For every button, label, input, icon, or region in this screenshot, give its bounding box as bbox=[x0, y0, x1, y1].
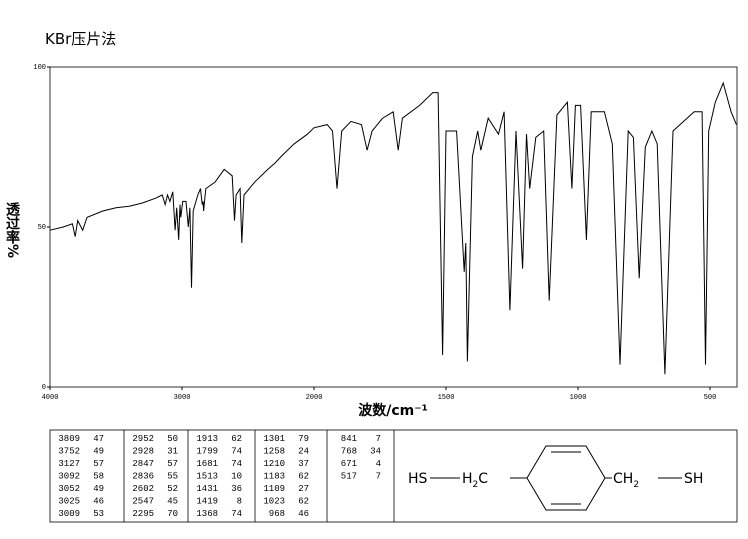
x-axis-label: 波数/cm⁻¹ bbox=[358, 402, 428, 419]
structure-subscript: 2 bbox=[633, 480, 639, 490]
table-cell: 3752 bbox=[58, 447, 80, 457]
spectrum-line bbox=[49, 81, 737, 375]
y-tick-label: 50 bbox=[38, 224, 46, 232]
table-cell: 74 bbox=[231, 509, 242, 519]
table-cell: 47 bbox=[93, 434, 104, 444]
table-cell: 3052 bbox=[58, 484, 80, 494]
table-cell: 46 bbox=[298, 509, 309, 519]
y-axis-label: 透过率% bbox=[4, 202, 20, 258]
table-cell: 1513 bbox=[196, 472, 218, 482]
table-cell: 31 bbox=[167, 447, 178, 457]
table-cell: 52 bbox=[167, 484, 178, 494]
table-cell: 2836 bbox=[132, 472, 154, 482]
table-cell: 62 bbox=[231, 434, 242, 444]
table-cell: 1419 bbox=[196, 497, 218, 507]
structure-label: CH2 bbox=[613, 471, 639, 490]
table-cell: 24 bbox=[298, 447, 309, 457]
table-cell: 8 bbox=[237, 497, 242, 507]
table-cell: 1913 bbox=[196, 434, 218, 444]
structure-label: C bbox=[478, 471, 488, 487]
table-cell: 671 bbox=[341, 459, 357, 469]
table-cell: 1023 bbox=[263, 497, 285, 507]
table-cell: 1681 bbox=[196, 459, 218, 469]
table-cell: 57 bbox=[167, 459, 178, 469]
table-cell: 27 bbox=[298, 484, 309, 494]
table-cell: 34 bbox=[370, 447, 381, 457]
table-cell: 57 bbox=[93, 459, 104, 469]
table-cell: 1258 bbox=[263, 447, 285, 457]
table-cell: 70 bbox=[167, 509, 178, 519]
table-cell: 968 bbox=[269, 509, 285, 519]
table-cell: 1210 bbox=[263, 459, 285, 469]
table-cell: 1431 bbox=[196, 484, 218, 494]
table-cell: 1183 bbox=[263, 472, 285, 482]
table-cell: 1799 bbox=[196, 447, 218, 457]
table-cell: 62 bbox=[298, 497, 309, 507]
table-cell: 74 bbox=[231, 447, 242, 457]
table-cell: 768 bbox=[341, 447, 357, 457]
table-cell: 58 bbox=[93, 472, 104, 482]
table-cell: 841 bbox=[341, 434, 357, 444]
table-cell: 4 bbox=[376, 459, 381, 469]
table-cell: 50 bbox=[167, 434, 178, 444]
table-cell: 2547 bbox=[132, 497, 154, 507]
structure-subscript: 2 bbox=[473, 480, 479, 490]
table-cell: 7 bbox=[376, 434, 381, 444]
table-cell: 36 bbox=[231, 484, 242, 494]
table-cell: 3809 bbox=[58, 434, 80, 444]
structure-bonds bbox=[430, 445, 682, 511]
x-tick-label: 1000 bbox=[570, 394, 587, 402]
x-tick-label: 2000 bbox=[306, 394, 323, 402]
structure-label: H2C bbox=[462, 471, 488, 490]
table-cell: 2952 bbox=[132, 434, 154, 444]
table-cell: 55 bbox=[167, 472, 178, 482]
table-dividers bbox=[123, 430, 395, 522]
table-cell: 2295 bbox=[132, 509, 154, 519]
table-cell: 62 bbox=[298, 472, 309, 482]
table-cell: 1109 bbox=[263, 484, 285, 494]
y-tick-label: 0 bbox=[42, 384, 46, 392]
x-tick-label: 3000 bbox=[174, 394, 191, 402]
table-cell: 3025 bbox=[58, 497, 80, 507]
table-cell: 79 bbox=[298, 434, 309, 444]
table-cell: 2847 bbox=[132, 459, 154, 469]
table-cell: 7 bbox=[376, 472, 381, 482]
y-tick-label: 100 bbox=[33, 64, 46, 72]
table-cell: 74 bbox=[231, 459, 242, 469]
table-cell: 517 bbox=[341, 472, 357, 482]
table-cell: 49 bbox=[93, 484, 104, 494]
table-cell: 45 bbox=[167, 497, 178, 507]
structure-label: H bbox=[462, 471, 473, 487]
table-cell: 2602 bbox=[132, 484, 154, 494]
table-cell: 1368 bbox=[196, 509, 218, 519]
structure-label: CH bbox=[613, 471, 633, 487]
table-cell: 46 bbox=[93, 497, 104, 507]
table-cell: 1301 bbox=[263, 434, 285, 444]
table-cell: 2928 bbox=[132, 447, 154, 457]
table-cell: 3092 bbox=[58, 472, 80, 482]
table-cell: 3009 bbox=[58, 509, 80, 519]
x-tick-label: 1500 bbox=[438, 394, 455, 402]
table-cell: 3127 bbox=[58, 459, 80, 469]
table-cell: 53 bbox=[93, 509, 104, 519]
structure-label: SH bbox=[684, 471, 703, 487]
table-cell: 37 bbox=[298, 459, 309, 469]
table-frame bbox=[49, 429, 738, 523]
x-tick-label: 500 bbox=[704, 394, 717, 402]
x-tick-label: 4000 bbox=[42, 394, 59, 402]
table-cell: 10 bbox=[231, 472, 242, 482]
chart-title: KBr压片法 bbox=[45, 30, 116, 48]
structure-label: HS bbox=[408, 471, 428, 487]
table-cell: 49 bbox=[93, 447, 104, 457]
